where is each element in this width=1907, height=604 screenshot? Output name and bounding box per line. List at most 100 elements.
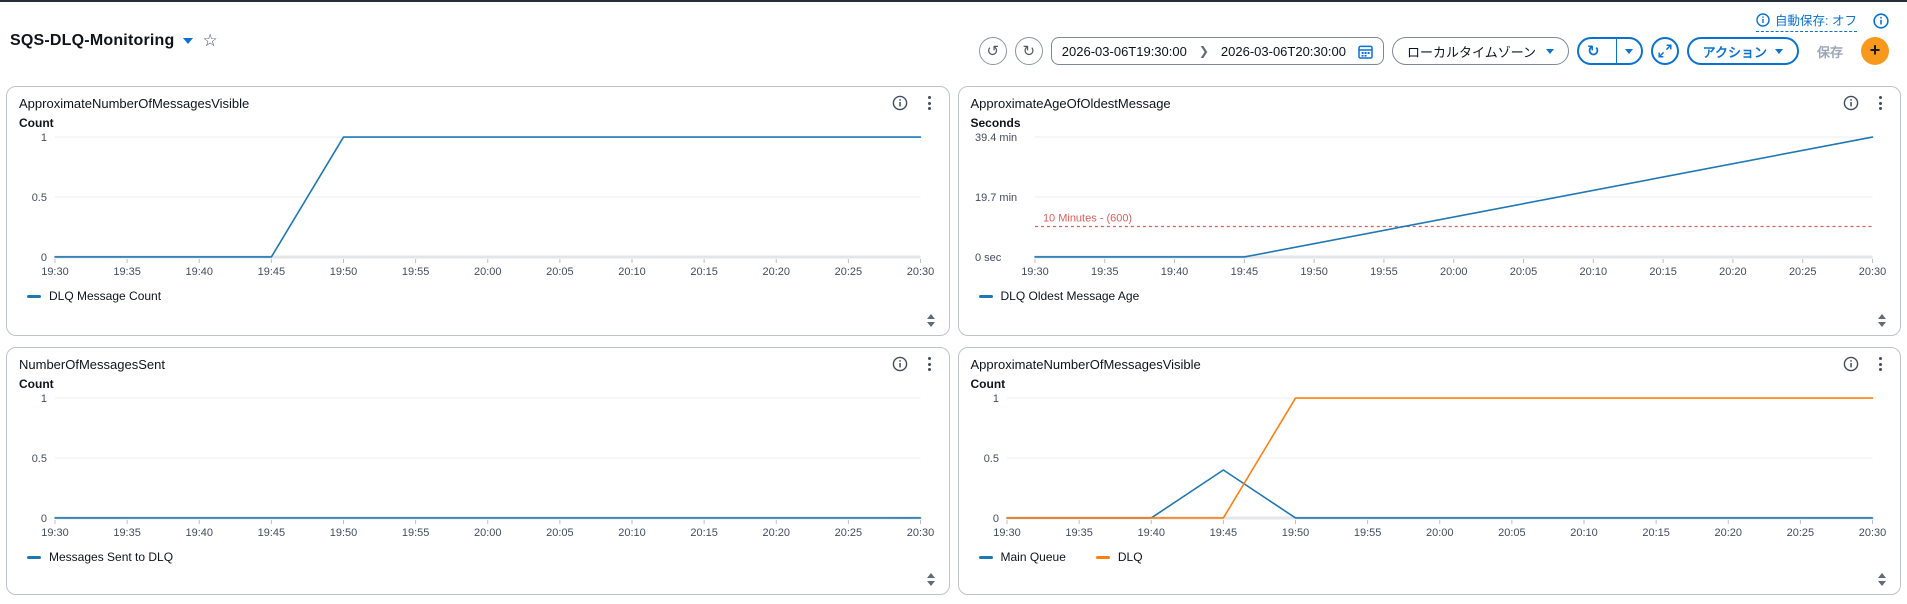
widget-title: ApproximateAgeOfOldestMessage bbox=[970, 95, 1171, 111]
svg-text:19:30: 19:30 bbox=[41, 527, 69, 539]
time-range-end: 2026-03-06T20:30:00 bbox=[1220, 43, 1346, 59]
widget-info-icon[interactable] bbox=[1843, 356, 1859, 372]
svg-text:19:40: 19:40 bbox=[185, 266, 213, 278]
svg-text:20:15: 20:15 bbox=[690, 527, 717, 539]
kebab-menu-icon[interactable] bbox=[924, 356, 935, 372]
legend-item[interactable]: DLQ Message Count bbox=[27, 289, 161, 303]
svg-text:20:30: 20:30 bbox=[1858, 527, 1885, 539]
svg-text:19:55: 19:55 bbox=[1370, 266, 1398, 278]
chevron-right-icon: ❯ bbox=[1198, 44, 1209, 58]
page-title: SQS-DLQ-Monitoring bbox=[10, 32, 175, 49]
svg-text:20:25: 20:25 bbox=[835, 266, 863, 278]
svg-text:19:45: 19:45 bbox=[258, 527, 286, 539]
line-chart[interactable]: 1 0.5 0 19:30 19:35 19:40 19:45 19:50 19:55 20:00… bbox=[971, 392, 1889, 544]
svg-text:19:30: 19:30 bbox=[41, 266, 69, 278]
resize-handle[interactable] bbox=[926, 314, 935, 327]
caret-down-icon bbox=[1624, 48, 1633, 54]
legend-color-dash bbox=[27, 555, 41, 559]
resize-handle[interactable] bbox=[1878, 573, 1886, 586]
svg-text:20:10: 20:10 bbox=[618, 527, 646, 539]
svg-text:19:35: 19:35 bbox=[113, 266, 140, 278]
toolbar: ↺ ↻ 2026-03-06T19:30:00 ❯ 2026-03-06T20:… bbox=[978, 37, 1889, 65]
line-chart[interactable]: 1 0.5 0 19:30 19:35 19:40 19:45 19:50 19:55 20:00… bbox=[19, 131, 937, 283]
svg-text:19:35: 19:35 bbox=[1091, 266, 1119, 278]
dashboard-header: SQS-DLQ-Monitoring ☆ 自動保存: オフ ↺ ↻ 2026-0… bbox=[0, 2, 1907, 86]
legend-color-dash bbox=[1095, 555, 1110, 559]
legend-label: DLQ bbox=[1117, 550, 1143, 564]
svg-text:19:45: 19:45 bbox=[1209, 527, 1237, 539]
chart-legend: Main Queue DLQ bbox=[978, 550, 1889, 564]
actions-dropdown[interactable]: アクション bbox=[1686, 37, 1799, 65]
time-range-picker[interactable]: 2026-03-06T19:30:00 ❯ 2026-03-06T20:30:0… bbox=[1050, 37, 1384, 65]
svg-text:20:05: 20:05 bbox=[546, 266, 574, 278]
widget-title: ApproximateNumberOfMessagesVisible bbox=[970, 356, 1201, 372]
undo-icon: ↺ bbox=[986, 42, 1000, 60]
redo-button[interactable]: ↻ bbox=[1014, 37, 1043, 65]
svg-text:19:55: 19:55 bbox=[402, 527, 430, 539]
svg-text:19:45: 19:45 bbox=[1230, 266, 1258, 278]
chart-legend: Messages Sent to DLQ bbox=[27, 550, 937, 564]
widget-info-icon[interactable] bbox=[892, 95, 908, 111]
resize-handle[interactable] bbox=[926, 573, 935, 586]
timezone-label: ローカルタイムゾーン bbox=[1406, 44, 1537, 60]
widget-info-icon[interactable] bbox=[892, 356, 908, 372]
kebab-menu-icon[interactable] bbox=[1875, 95, 1886, 111]
refresh-button[interactable]: ↻ bbox=[1579, 39, 1608, 63]
legend-item[interactable]: DLQ bbox=[1095, 550, 1143, 564]
svg-text:0.5: 0.5 bbox=[983, 453, 998, 465]
svg-text:20:20: 20:20 bbox=[1714, 527, 1742, 539]
kebab-menu-icon[interactable] bbox=[1875, 356, 1886, 372]
chart-legend: DLQ Message Count bbox=[27, 289, 937, 303]
svg-text:20:05: 20:05 bbox=[1498, 527, 1526, 539]
fullscreen-button[interactable] bbox=[1650, 37, 1679, 65]
svg-text:20:25: 20:25 bbox=[1788, 266, 1816, 278]
svg-text:19:50: 19:50 bbox=[1281, 527, 1309, 539]
svg-text:1: 1 bbox=[992, 393, 998, 405]
svg-text:20:10: 20:10 bbox=[618, 266, 646, 278]
kebab-menu-icon[interactable] bbox=[924, 95, 935, 111]
title-caret-down-icon[interactable] bbox=[183, 38, 194, 44]
svg-text:20:15: 20:15 bbox=[1642, 527, 1669, 539]
autosave-toggle-link[interactable]: 自動保存: オフ bbox=[1756, 10, 1857, 32]
legend-item[interactable]: Messages Sent to DLQ bbox=[27, 550, 173, 564]
refresh-options-button[interactable] bbox=[1615, 39, 1641, 63]
svg-text:19:45: 19:45 bbox=[258, 266, 286, 278]
svg-text:19.7 min: 19.7 min bbox=[974, 192, 1016, 204]
svg-text:20:05: 20:05 bbox=[546, 527, 574, 539]
svg-text:20:30: 20:30 bbox=[907, 527, 934, 539]
widget-info-icon[interactable] bbox=[1843, 95, 1859, 111]
calendar-icon bbox=[1358, 45, 1373, 59]
legend-item[interactable]: DLQ Oldest Message Age bbox=[978, 289, 1140, 303]
legend-label: DLQ Oldest Message Age bbox=[1000, 289, 1140, 303]
svg-text:39.4 min: 39.4 min bbox=[974, 132, 1016, 144]
svg-text:20:10: 20:10 bbox=[1579, 266, 1607, 278]
time-range-start: 2026-03-06T19:30:00 bbox=[1061, 43, 1187, 59]
svg-text:0 sec: 0 sec bbox=[974, 252, 1001, 264]
timezone-dropdown[interactable]: ローカルタイムゾーン bbox=[1391, 37, 1570, 65]
page-top-divider bbox=[0, 0, 1907, 2]
svg-text:20:00: 20:00 bbox=[474, 527, 502, 539]
svg-text:19:40: 19:40 bbox=[1137, 527, 1165, 539]
line-chart[interactable]: 39.4 min 19.7 min 0 sec 19:30 19:35 19:40 19:4… bbox=[971, 131, 1889, 283]
undo-button[interactable]: ↺ bbox=[978, 37, 1007, 65]
legend-color-dash bbox=[978, 294, 993, 298]
svg-text:20:00: 20:00 bbox=[1439, 266, 1467, 278]
svg-text:19:35: 19:35 bbox=[113, 527, 140, 539]
svg-text:19:50: 19:50 bbox=[330, 266, 358, 278]
legend-item[interactable]: Main Queue bbox=[978, 550, 1066, 564]
dashboard-info-icon[interactable] bbox=[1873, 13, 1889, 29]
favorite-star-icon[interactable]: ☆ bbox=[202, 30, 218, 51]
svg-text:19:40: 19:40 bbox=[1160, 266, 1188, 278]
svg-text:10 Minutes - (600): 10 Minutes - (600) bbox=[1042, 213, 1131, 225]
svg-text:20:05: 20:05 bbox=[1509, 266, 1537, 278]
svg-text:0: 0 bbox=[41, 513, 47, 525]
caret-down-icon bbox=[1546, 48, 1555, 54]
resize-handle[interactable] bbox=[1878, 314, 1886, 327]
svg-text:0.5: 0.5 bbox=[32, 453, 47, 465]
save-button[interactable]: 保存 bbox=[1807, 42, 1853, 61]
svg-text:20:20: 20:20 bbox=[763, 527, 791, 539]
svg-text:1: 1 bbox=[41, 132, 47, 144]
add-widget-button[interactable]: + bbox=[1861, 37, 1889, 65]
svg-text:20:20: 20:20 bbox=[763, 266, 791, 278]
line-chart[interactable]: 1 0.5 0 19:30 19:35 19:40 19:45 19:50 19:55 20:00… bbox=[19, 392, 937, 544]
